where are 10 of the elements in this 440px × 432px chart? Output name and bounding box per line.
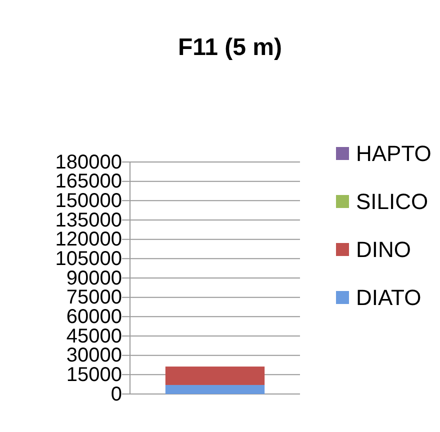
y-tick-label: 165000: [55, 170, 122, 193]
chart-title: F11 (5 m): [178, 34, 282, 61]
y-tick-label: 75000: [66, 286, 122, 309]
y-tick-label: 180000: [55, 151, 122, 174]
legend-label: DINO: [356, 237, 411, 262]
y-tick-label: 30000: [66, 344, 122, 367]
y-tick-label: 120000: [55, 228, 122, 251]
legend-label: DIATO: [356, 285, 422, 310]
legend-label: HAPTO: [356, 141, 432, 166]
legend-label: SILICO: [356, 189, 428, 214]
